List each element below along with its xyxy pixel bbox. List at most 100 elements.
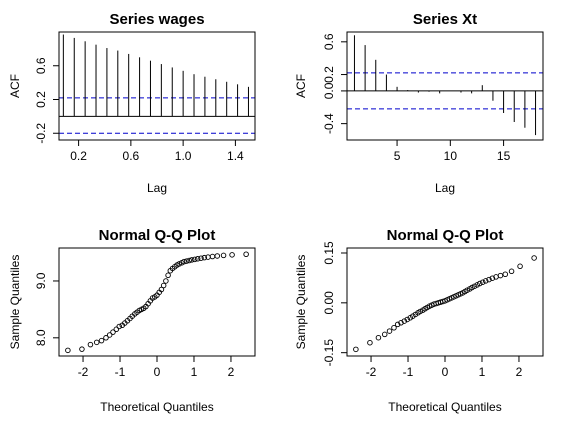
plot-frame (58, 247, 256, 357)
qq-point (517, 263, 523, 270)
qq-point (391, 325, 397, 331)
x-tick-label: 15 (497, 149, 511, 163)
qq-point (106, 332, 113, 338)
qq-point (189, 257, 195, 263)
qq-point (183, 258, 190, 264)
y-axis-label: ACF (8, 74, 22, 98)
x-tick-label: 2 (516, 365, 523, 379)
acf-xt-panel: Series Xt Lag ACF 5 10 15 -0.4 0.00.2 0.6 (294, 11, 544, 195)
x-tick-label: -2 (366, 365, 377, 379)
x-tick-label: 0 (442, 365, 449, 379)
x-tick-label: 0.6 (123, 149, 140, 163)
x-tick-label: 1.0 (175, 149, 192, 163)
qq-point (198, 255, 204, 261)
qq-point (98, 337, 105, 344)
chart-title: Series wages (109, 11, 204, 28)
qq-point (482, 278, 489, 284)
x-tick-label: 0.2 (70, 149, 87, 163)
plot-frame (346, 31, 544, 141)
y-tick-label: -0.15 (322, 339, 336, 367)
qq-point (158, 286, 165, 293)
y-tick-label: 0.0 (322, 82, 336, 99)
y-tick-label: 9.0 (34, 272, 48, 289)
qq-point (474, 282, 480, 288)
chart-title: Series Xt (413, 11, 477, 28)
qq-point (229, 252, 235, 258)
x-tick-label: -1 (403, 365, 414, 379)
qq-point (417, 308, 423, 315)
x-axis-label: Theoretical Quantiles (388, 400, 501, 414)
qq-point (464, 287, 470, 293)
qq-point (401, 318, 408, 324)
qq-point (163, 278, 169, 284)
qq-point (160, 282, 167, 289)
qq-point (489, 275, 496, 281)
qq-point (497, 272, 504, 279)
x-tick-label: 2 (228, 365, 235, 379)
x-tick-label: 10 (444, 149, 458, 163)
qq-point (103, 335, 109, 341)
y-axis-label: Sample Quantiles (8, 255, 22, 350)
qq-point (367, 339, 373, 346)
qq-point (110, 329, 116, 335)
qq-point (243, 251, 249, 258)
qq-point (508, 268, 515, 275)
qq-point (469, 284, 475, 291)
y-tick-label: 0.6 (322, 33, 336, 50)
x-tick-label: 0 (154, 365, 161, 379)
y-tick-label: 0.00 (322, 291, 336, 315)
qq-point (531, 255, 537, 261)
plot-frame (346, 247, 544, 357)
qq-point (353, 346, 359, 353)
y-tick-label: 0.2 (34, 91, 48, 108)
qq-point (181, 258, 187, 265)
qq-point (79, 346, 85, 352)
qq-point (209, 253, 216, 260)
qq-point (477, 280, 483, 287)
x-tick-label: -1 (115, 365, 126, 379)
chart-title: Normal Q-Q Plot (387, 227, 504, 244)
qq-point (386, 328, 393, 334)
x-axis-label: Lag (435, 181, 455, 195)
qq-point (165, 272, 171, 279)
qq-point (375, 334, 382, 341)
y-tick-label: -0.4 (322, 113, 336, 134)
chart-title: Normal Q-Q Plot (99, 227, 216, 244)
x-axis-label: Lag (147, 181, 167, 195)
y-tick-label: 0.15 (322, 241, 336, 265)
qq-point (87, 341, 94, 348)
x-axis-label: Theoretical Quantiles (100, 400, 213, 414)
y-tick-label: 0.2 (322, 66, 336, 83)
qq-point (479, 279, 486, 285)
qq-point (176, 261, 182, 267)
qq-point (220, 252, 227, 259)
qq-point (186, 257, 192, 264)
qq-point (191, 256, 198, 263)
qq-point (65, 347, 71, 354)
qq-point (404, 316, 411, 323)
y-tick-label: -0.2 (34, 123, 48, 144)
x-tick-label: 1.4 (227, 149, 244, 163)
qq-point (194, 256, 201, 262)
qq-point (201, 254, 208, 261)
qq-point (214, 253, 221, 259)
x-tick-label: 1 (479, 365, 486, 379)
qq-point (381, 331, 388, 338)
x-tick-label: -2 (78, 365, 89, 379)
plot-frame (58, 31, 256, 141)
qq-point (471, 283, 478, 289)
y-axis-label: ACF (294, 74, 308, 98)
acf-wages-panel: Series wages Lag ACF 0.2 0.6 1.0 1.4 -0.2 0.2 0.6 (8, 11, 256, 195)
qq-point (116, 323, 123, 330)
qq-plot-xt-panel: Normal Q-Q Plot Theoretical Quantiles Samp… (294, 227, 544, 414)
x-tick-label: 1 (191, 365, 198, 379)
qq-point (502, 271, 509, 278)
y-tick-label: 8.0 (34, 329, 48, 346)
x-tick-label: 5 (394, 149, 401, 163)
qq-point (93, 339, 100, 346)
qq-plot-wages-panel: Normal Q-Q Plot Theoretical Quantiles Samp… (8, 227, 256, 414)
y-axis-label: Sample Quantiles (294, 255, 308, 350)
y-tick-label: 0.6 (34, 57, 48, 74)
qq-point (113, 326, 120, 333)
